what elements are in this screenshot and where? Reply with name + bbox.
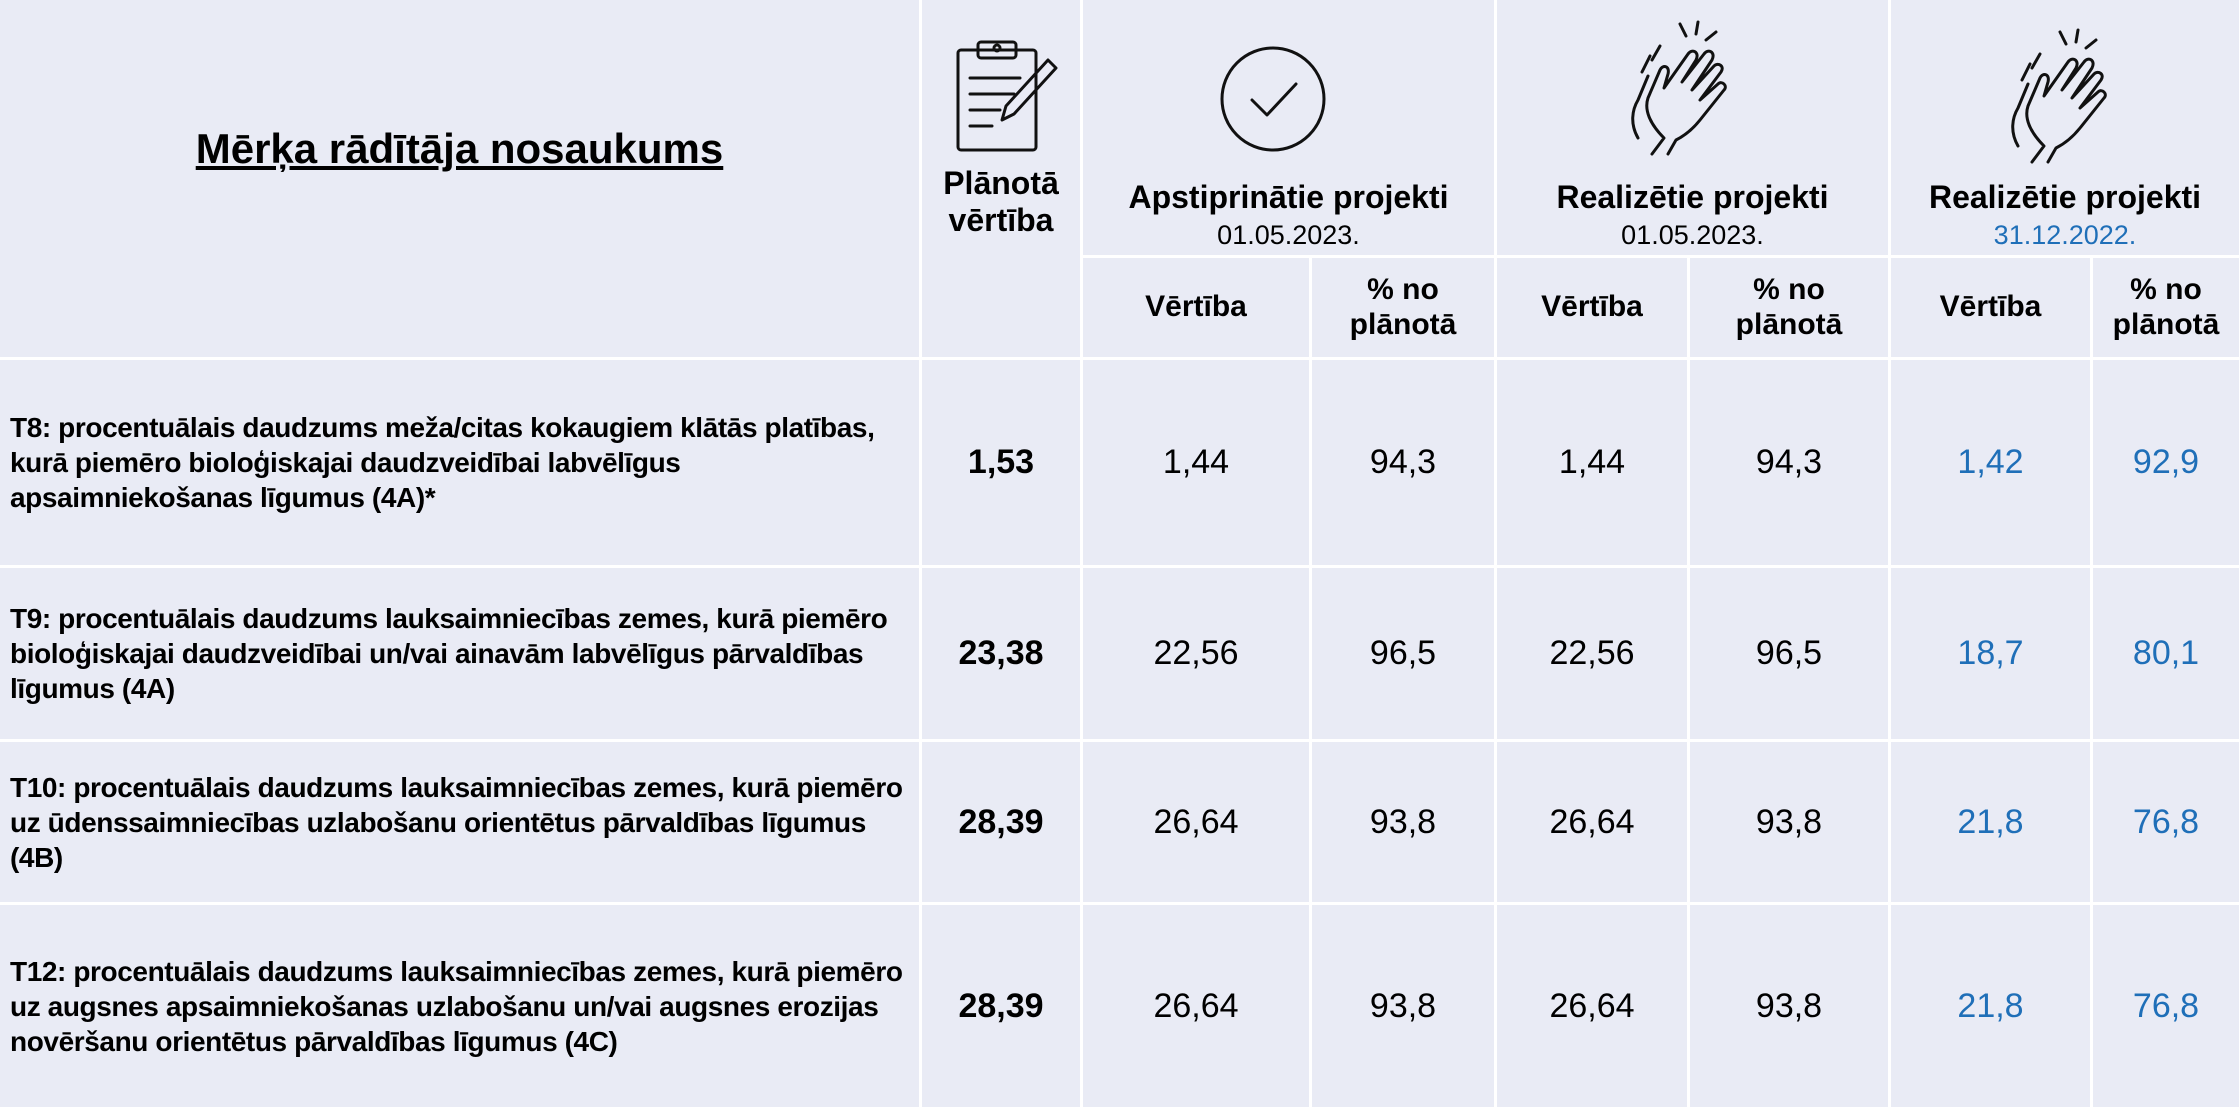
- value-cell: 94,3: [1312, 360, 1494, 565]
- subheader: Vērtība: [1541, 290, 1643, 324]
- group-title: Apstiprinātie projekti: [1128, 179, 1449, 215]
- group-date: 31.12.2022.: [1993, 220, 2137, 250]
- value-cell: 1,44: [1497, 360, 1687, 565]
- value: 96,5: [1755, 634, 1823, 672]
- group-title: Realizētie projekti: [1556, 179, 1829, 215]
- value: 22,56: [1153, 634, 1239, 672]
- value-cell: 94,3: [1690, 360, 1888, 565]
- group-date: 01.05.2023.: [1621, 220, 1764, 250]
- subheader-cell: Vērtība: [1083, 258, 1309, 357]
- subheader-cell: Vērtība: [1891, 258, 2090, 357]
- value: 22,56: [1549, 634, 1635, 672]
- value: 96,5: [1369, 634, 1437, 672]
- value: 1,42: [1957, 443, 2024, 481]
- row-label: T12: procentuālais daudzums lauksaimniec…: [10, 955, 903, 1057]
- title-cell: Mērķa rādītāja nosaukums: [0, 0, 919, 357]
- subheader-cell: % no plānotā: [1312, 258, 1494, 357]
- planned-cell: 28,39: [922, 742, 1080, 902]
- planned-cell: 28,39: [922, 905, 1080, 1107]
- value: 1,44: [1558, 443, 1626, 481]
- value-cell: 93,8: [1312, 742, 1494, 902]
- planned-cell: 1,53: [922, 360, 1080, 565]
- group-header-cell: Apstiprinātie projekti 01.05.2023.: [1083, 0, 1494, 255]
- planned-value: 1,53: [967, 443, 1035, 481]
- row-label-cell: T8: procentuālais daudzums meža/citas ko…: [0, 360, 919, 565]
- value: 76,8: [2132, 986, 2200, 1025]
- value-cell: 92,9: [2093, 360, 2239, 565]
- value-cell: 21,8: [1891, 905, 2090, 1107]
- value: 93,8: [1755, 802, 1823, 841]
- value-cell: 22,56: [1083, 568, 1309, 739]
- subheader: % no plānotā: [1735, 273, 1843, 341]
- row-label-cell: T12: procentuālais daudzums lauksaimniec…: [0, 905, 919, 1107]
- value: 18,7: [1957, 634, 2024, 672]
- row-label: T10: procentuālais daudzums lauksaimniec…: [10, 771, 903, 873]
- planned-header: Plānotā vērtība: [943, 165, 1059, 238]
- value-cell: 96,5: [1690, 568, 1888, 739]
- check-icon: [1220, 46, 1326, 152]
- header-title: Mērķa rādītāja nosaukums: [195, 124, 724, 172]
- value-cell: 26,64: [1497, 905, 1687, 1107]
- value-cell: 26,64: [1497, 742, 1687, 902]
- value-cell: 76,8: [2093, 905, 2239, 1107]
- value: 92,9: [2132, 443, 2200, 481]
- value: 1,44: [1162, 443, 1230, 481]
- value: 21,8: [1957, 802, 2024, 841]
- clipboard-icon: [956, 40, 1058, 152]
- value-cell: 26,64: [1083, 905, 1309, 1107]
- value-cell: 93,8: [1690, 905, 1888, 1107]
- value: 26,64: [1549, 986, 1635, 1025]
- planned-value: 23,38: [958, 634, 1044, 672]
- value-cell: 96,5: [1312, 568, 1494, 739]
- value: 26,64: [1153, 986, 1239, 1025]
- value: 80,1: [2132, 634, 2200, 672]
- subheader: Vērtība: [1939, 290, 2042, 324]
- value: 26,64: [1153, 802, 1239, 841]
- value-cell: 93,8: [1312, 905, 1494, 1107]
- value-cell: 93,8: [1690, 742, 1888, 902]
- planned-cell: 23,38: [922, 568, 1080, 739]
- value: 94,3: [1755, 443, 1823, 481]
- value: 93,8: [1369, 802, 1437, 841]
- row-label: T8: procentuālais daudzums meža/citas ko…: [10, 412, 875, 513]
- value: 93,8: [1755, 986, 1823, 1025]
- value-cell: 80,1: [2093, 568, 2239, 739]
- value-cell: 22,56: [1497, 568, 1687, 739]
- row-label-cell: T10: procentuālais daudzums lauksaimniec…: [0, 742, 919, 902]
- value-cell: 26,64: [1083, 742, 1309, 902]
- value-cell: 21,8: [1891, 742, 2090, 902]
- clap-icon: [2011, 28, 2107, 164]
- subheader: Vērtība: [1145, 290, 1247, 324]
- value-cell: 18,7: [1891, 568, 2090, 739]
- planned-value: 28,39: [958, 802, 1044, 841]
- value-cell: 1,42: [1891, 360, 2090, 565]
- value: 94,3: [1369, 443, 1437, 481]
- subheader: % no plānotā: [2112, 273, 2220, 341]
- row-label-cell: T9: procentuālais daudzums lauksaimniecī…: [0, 568, 919, 739]
- group-date: 01.05.2023.: [1217, 220, 1360, 250]
- value: 93,8: [1369, 986, 1437, 1025]
- subheader-cell: % no plānotā: [1690, 258, 1888, 357]
- subheader-cell: Vērtība: [1497, 258, 1687, 357]
- value-cell: 76,8: [2093, 742, 2239, 902]
- value: 76,8: [2132, 802, 2200, 841]
- subheader: % no plānotā: [1349, 273, 1457, 341]
- subheader-cell: % no plānotā: [2093, 258, 2239, 357]
- row-label: T9: procentuālais daudzums lauksaimniecī…: [10, 603, 888, 704]
- clap-icon: [1631, 20, 1727, 156]
- value-cell: 1,44: [1083, 360, 1309, 565]
- planned-value: 28,39: [958, 986, 1044, 1025]
- value: 26,64: [1549, 802, 1635, 841]
- group-title: Realizētie projekti: [1928, 179, 2202, 215]
- value: 21,8: [1957, 986, 2024, 1025]
